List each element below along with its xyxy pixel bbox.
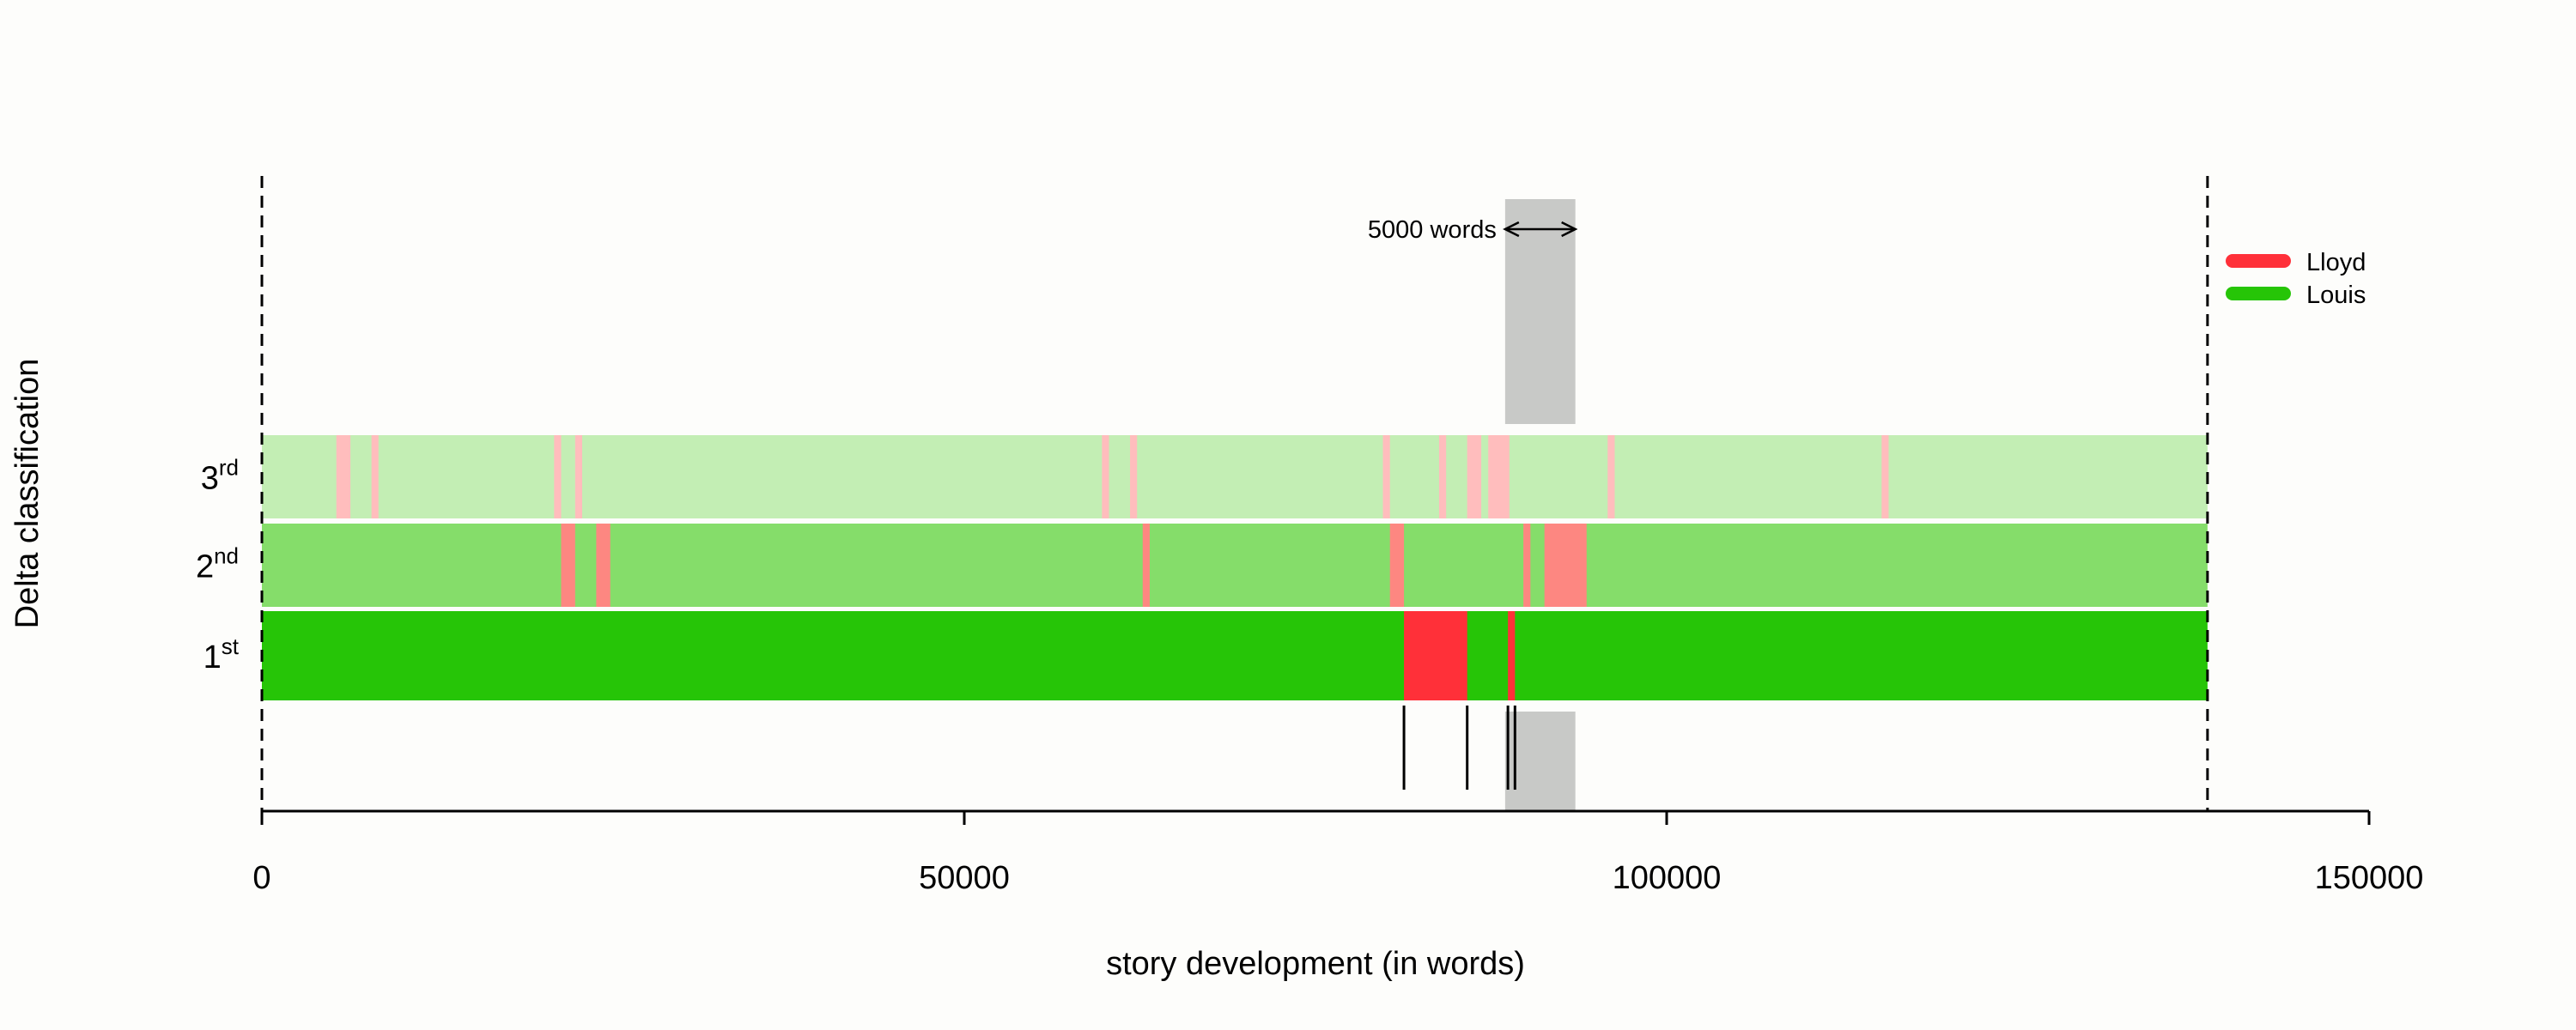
x-tick-label: 0: [252, 860, 270, 896]
row-labels: 1st 2nd 3rd: [196, 455, 240, 676]
x-axis-title: story development (in words): [1106, 946, 1525, 982]
row-2-lloyd-segment: [1523, 524, 1531, 607]
row-3-lloyd-segment: [574, 435, 583, 518]
row-rank-number: 1: [204, 639, 222, 676]
row-2-label: 2nd: [196, 543, 239, 585]
arrow-head-right: [1561, 221, 1578, 238]
arrow-head-left: [1503, 221, 1520, 238]
text-boundary-lines: [260, 176, 2209, 811]
y-axis-title: Delta classification: [9, 359, 46, 629]
row-3-lloyd-segment: [1438, 435, 1447, 518]
x-axis: 0 50000 100000 150000: [252, 809, 2424, 896]
legend: Lloyd Louis: [2226, 249, 2366, 309]
row-3-lloyd-segment: [1382, 435, 1390, 518]
row-rank-suffix: rd: [219, 455, 239, 481]
window-band-top: [1504, 199, 1576, 424]
legend-label-louis: Louis: [2306, 282, 2366, 309]
row-1-lloyd-segment: [1404, 611, 1467, 700]
row-3-lloyd-segment: [1102, 435, 1109, 518]
row-rank-number: 2: [196, 549, 214, 585]
row-2-lloyd-segment: [1544, 524, 1587, 607]
legend-label-lloyd: Lloyd: [2306, 249, 2366, 276]
row-3-lloyd-segment: [1467, 435, 1482, 518]
window-size-label: 5000 words: [1368, 216, 1497, 244]
row-1-label: 1st: [204, 633, 240, 676]
row-2-lloyd-segment: [596, 524, 611, 607]
window-band-bottom: [1504, 712, 1576, 812]
row-2-lloyd-segment: [561, 524, 575, 607]
row-3-lloyd-segment: [1607, 435, 1615, 518]
row-2-lloyd-segment: [1142, 524, 1150, 607]
row-1-louis-bar: [262, 611, 2208, 700]
x-tick-label: 50000: [919, 860, 1010, 896]
row-3-lloyd-segment: [1488, 435, 1510, 518]
row-2-louis-bar: [262, 524, 2208, 607]
row-rank-suffix: st: [222, 633, 240, 659]
row-3-lloyd-segment: [336, 435, 351, 518]
row-1-lloyd-segment: [1508, 611, 1516, 700]
row-3-lloyd-segment: [371, 435, 379, 518]
window-size-arrow: [1503, 221, 1578, 238]
row-3-lloyd-segment: [1881, 435, 1889, 518]
row-3-lloyd-segment: [554, 435, 562, 518]
row-rank-suffix: nd: [214, 543, 239, 569]
window-indicator: 5000 words: [1368, 199, 1578, 812]
row-3-label: 3rd: [201, 455, 239, 497]
x-tick-label: 100000: [1613, 860, 1722, 896]
breakpoint-lines: [1402, 706, 1516, 790]
classification-rows: [262, 435, 2208, 700]
row-3-lloyd-segment: [1130, 435, 1138, 518]
row-3-louis-bar: [262, 435, 2208, 518]
x-tick-label: 150000: [2315, 860, 2424, 896]
row-rank-number: 3: [201, 461, 219, 497]
row-2-lloyd-segment: [1389, 524, 1405, 607]
